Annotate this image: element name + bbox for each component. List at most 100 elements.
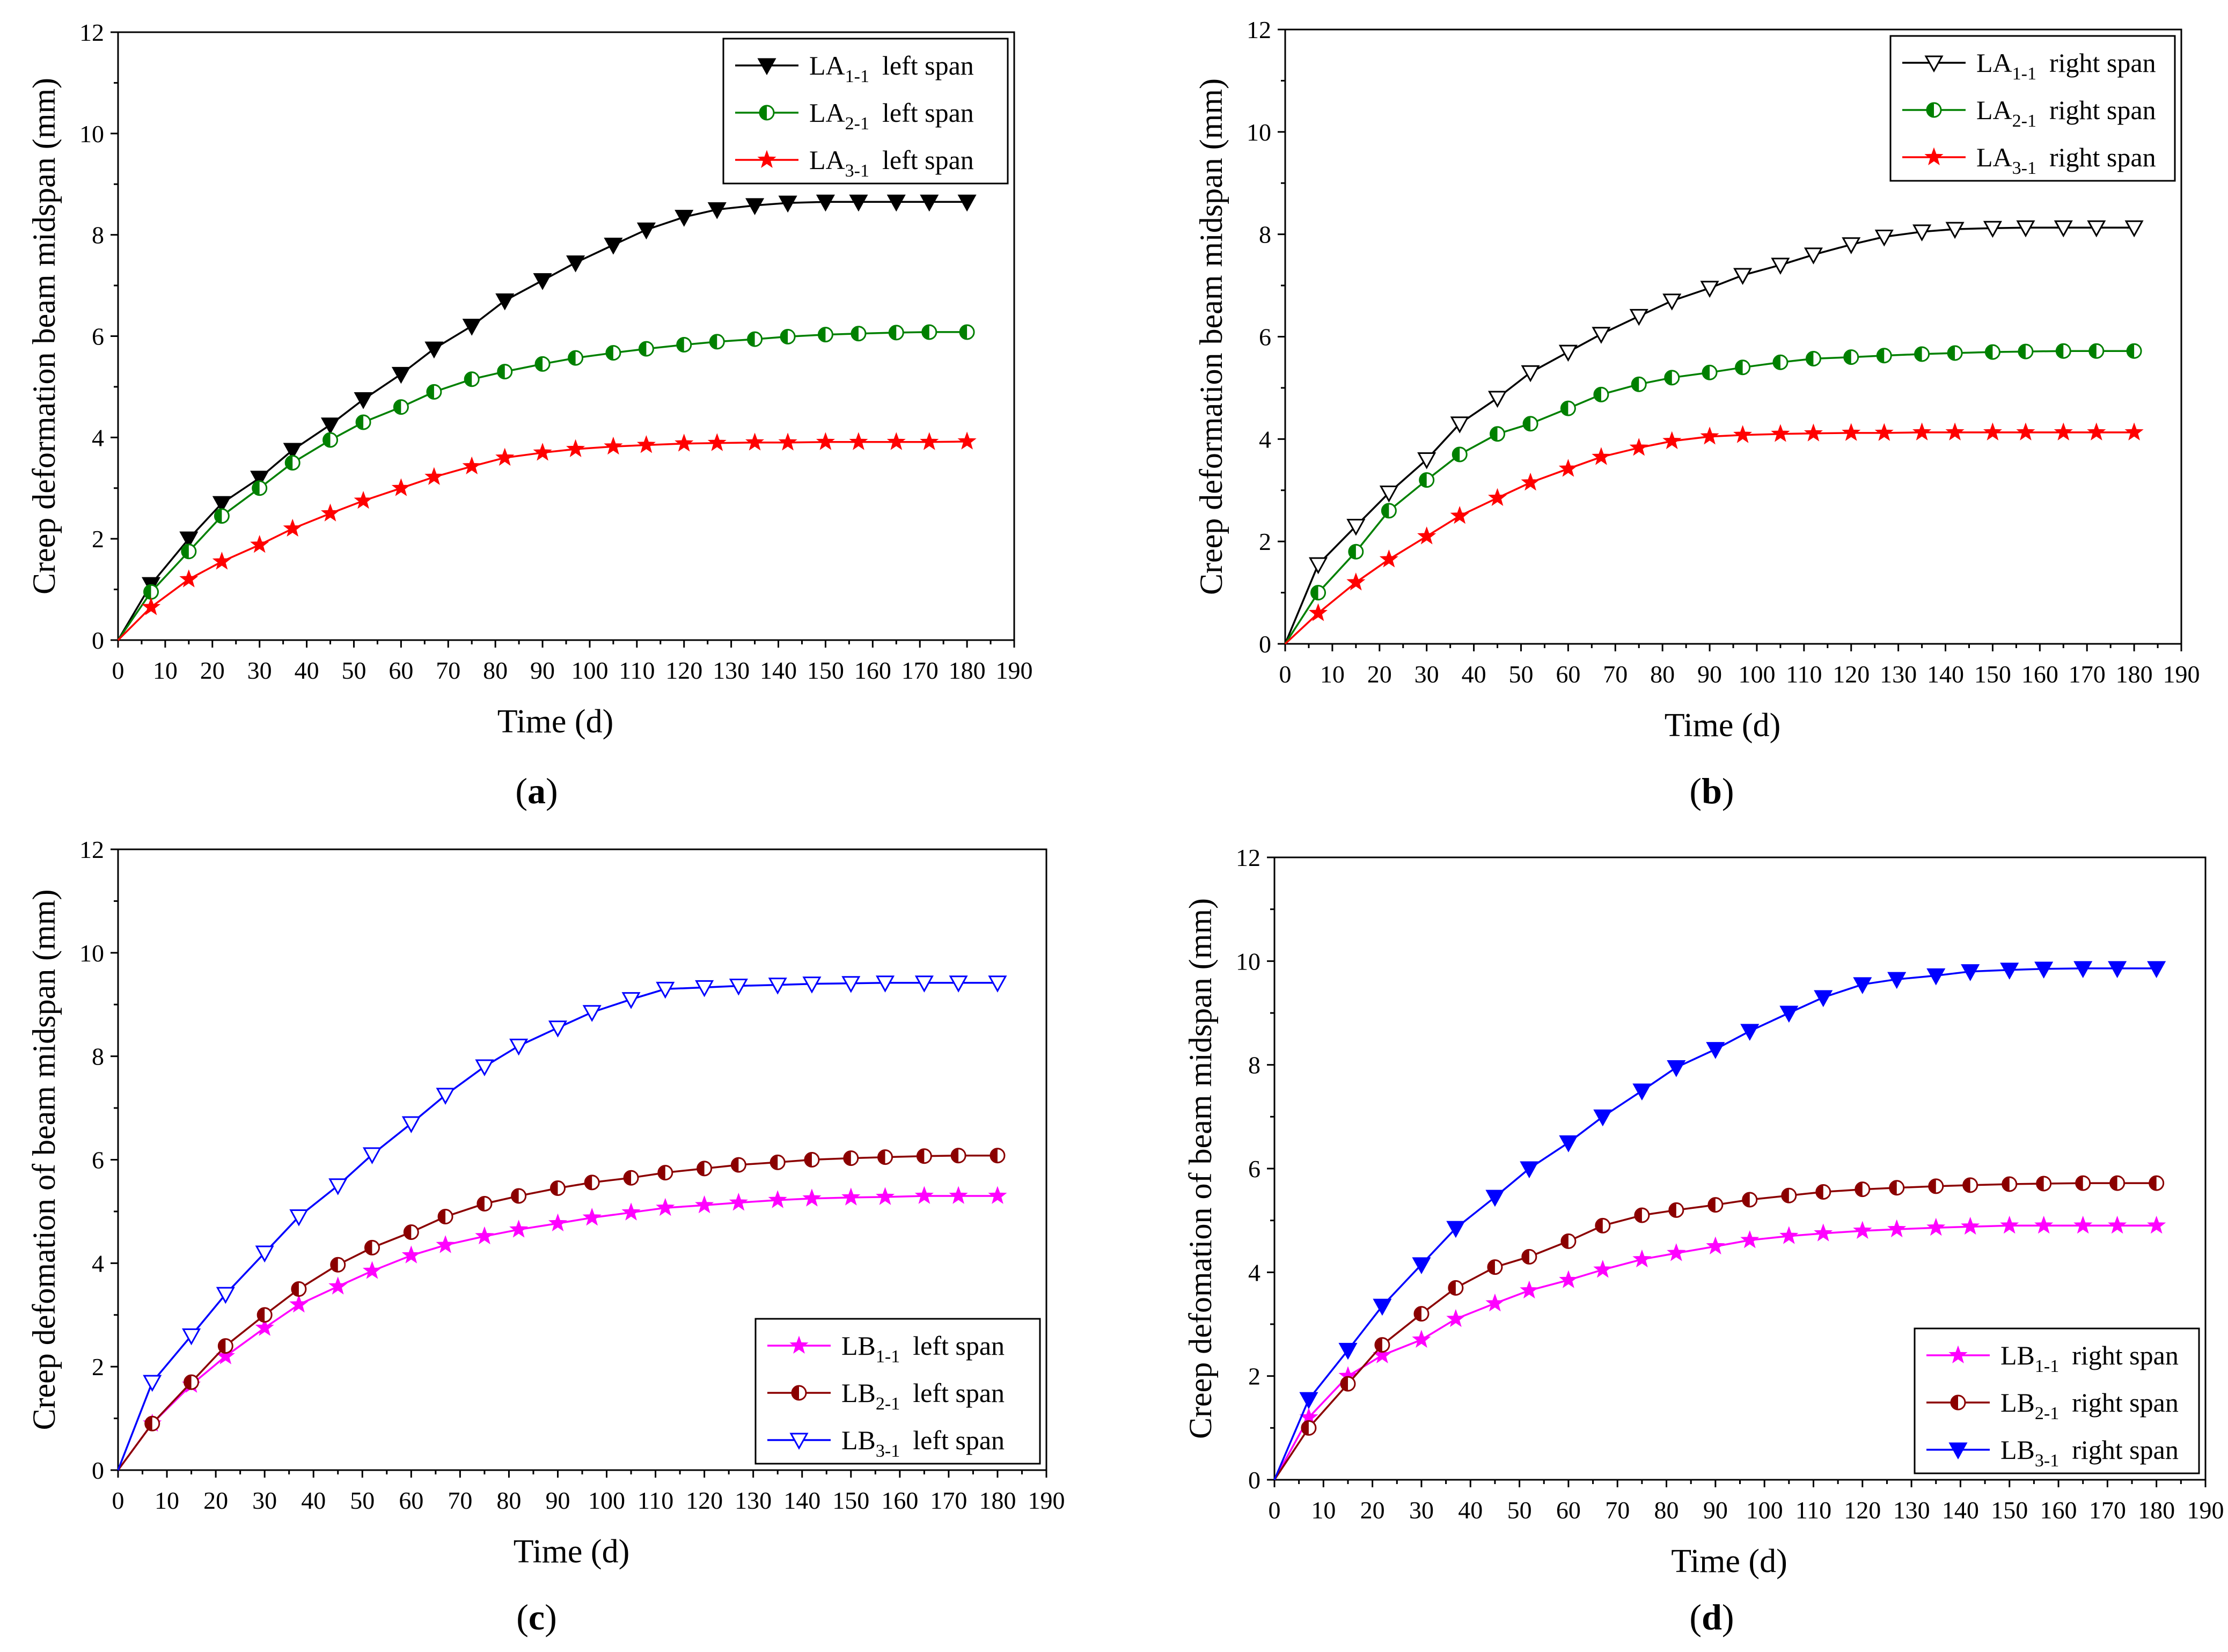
y-tick-label: 0 bbox=[1248, 1466, 1260, 1494]
data-point bbox=[2109, 1175, 2126, 1191]
data-point bbox=[1855, 1181, 1871, 1198]
data-point bbox=[1593, 1260, 1613, 1278]
data-point bbox=[1346, 572, 1366, 591]
panel-label-b: (b) bbox=[1689, 770, 1734, 811]
data-point bbox=[1485, 1190, 1505, 1207]
data-point bbox=[1560, 400, 1576, 416]
data-point-fill bbox=[922, 325, 929, 339]
data-point bbox=[1876, 348, 1892, 364]
data-point bbox=[250, 471, 269, 488]
legend-entry: LB3-1 right span bbox=[2000, 1435, 2179, 1471]
data-point bbox=[548, 1020, 568, 1038]
data-point bbox=[1374, 1337, 1390, 1353]
data-point-fill bbox=[356, 415, 364, 430]
x-tick-label: 20 bbox=[203, 1487, 228, 1514]
data-point bbox=[1450, 416, 1469, 434]
x-tick-label: 70 bbox=[448, 1487, 472, 1514]
data-point bbox=[638, 341, 654, 357]
data-point bbox=[768, 1190, 787, 1208]
x-tick-label: 90 bbox=[1697, 660, 1722, 688]
series-la2-1 bbox=[1284, 343, 2142, 644]
legend-base: LA bbox=[1976, 95, 2012, 125]
data-point bbox=[778, 432, 797, 451]
data-point bbox=[1912, 224, 1932, 241]
data-point bbox=[391, 478, 411, 496]
x-tick-label: 50 bbox=[1508, 660, 1533, 688]
data-point bbox=[1945, 422, 1965, 440]
data-point bbox=[1373, 1298, 1392, 1316]
series-lb2-1 bbox=[1273, 1175, 2165, 1480]
y-tick-label: 0 bbox=[92, 627, 104, 654]
data-point bbox=[888, 325, 904, 341]
data-point bbox=[401, 1116, 421, 1134]
data-point bbox=[568, 350, 584, 366]
data-point bbox=[2000, 1215, 2019, 1234]
x-tick-label: 70 bbox=[1603, 660, 1628, 688]
data-point bbox=[2016, 220, 2035, 238]
legend-entry: LB1-1 right span bbox=[2000, 1340, 2179, 1376]
data-point-fill bbox=[917, 1149, 925, 1163]
data-point bbox=[843, 1150, 859, 1166]
data-point bbox=[2124, 220, 2144, 238]
legend-swatch-marker bbox=[757, 58, 776, 76]
y-tick-label: 4 bbox=[1248, 1259, 1260, 1286]
data-point bbox=[921, 324, 937, 340]
legend-sub: 2-1 bbox=[2012, 111, 2036, 131]
data-point bbox=[1914, 346, 1930, 362]
data-point-fill bbox=[781, 329, 788, 344]
data-point-fill bbox=[878, 1150, 885, 1164]
x-tick-label: 80 bbox=[483, 657, 508, 684]
data-point bbox=[1815, 1184, 1831, 1200]
data-point bbox=[255, 1318, 274, 1336]
data-point bbox=[1983, 422, 2002, 440]
data-point bbox=[730, 1157, 746, 1173]
x-tick-label: 70 bbox=[1605, 1496, 1630, 1524]
data-point bbox=[362, 1261, 382, 1279]
data-point bbox=[802, 976, 822, 994]
data-point bbox=[1419, 472, 1435, 488]
data-point bbox=[582, 1005, 602, 1022]
x-tick-label: 150 bbox=[807, 657, 844, 684]
data-point-fill bbox=[960, 325, 968, 339]
data-point bbox=[636, 222, 656, 240]
data-point bbox=[462, 456, 481, 475]
data-point bbox=[509, 1038, 529, 1056]
x-tick-label: 50 bbox=[350, 1487, 375, 1514]
data-point bbox=[1632, 1249, 1652, 1268]
data-point bbox=[1887, 1219, 1907, 1238]
data-point bbox=[676, 337, 692, 353]
data-point-fill bbox=[1301, 1421, 1309, 1435]
x-tick-label: 170 bbox=[902, 657, 939, 684]
data-point bbox=[1379, 549, 1398, 568]
x-tick-label: 170 bbox=[930, 1487, 967, 1514]
data-point-fill bbox=[1561, 1234, 1569, 1249]
data-point-fill bbox=[585, 1175, 592, 1190]
panel-label-c: (c) bbox=[516, 1597, 557, 1638]
data-point-fill bbox=[215, 509, 222, 523]
x-tick-label: 110 bbox=[637, 1487, 673, 1514]
data-point bbox=[1490, 426, 1506, 442]
data-point-fill bbox=[1487, 1260, 1495, 1274]
data-point bbox=[1521, 472, 1540, 491]
data-point bbox=[656, 1198, 675, 1216]
data-point-fill bbox=[697, 1161, 705, 1176]
data-point bbox=[841, 1187, 861, 1206]
data-point bbox=[849, 432, 868, 450]
data-point bbox=[320, 417, 340, 435]
x-tick-label: 190 bbox=[2187, 1496, 2224, 1524]
data-point bbox=[675, 210, 694, 227]
data-point-fill bbox=[365, 1240, 372, 1255]
data-point-fill bbox=[1985, 345, 1993, 359]
data-point bbox=[495, 447, 515, 466]
y-tick-label: 10 bbox=[79, 939, 104, 967]
data-point-fill bbox=[1453, 447, 1460, 461]
data-point bbox=[291, 1281, 307, 1297]
data-point-fill bbox=[1594, 387, 1601, 402]
x-tick-label: 40 bbox=[1458, 1496, 1483, 1524]
data-point-fill bbox=[677, 337, 684, 352]
data-point bbox=[1664, 370, 1680, 386]
data-point bbox=[2018, 343, 2034, 359]
y-tick-label: 0 bbox=[1259, 630, 1271, 658]
data-point bbox=[1520, 1161, 1539, 1179]
